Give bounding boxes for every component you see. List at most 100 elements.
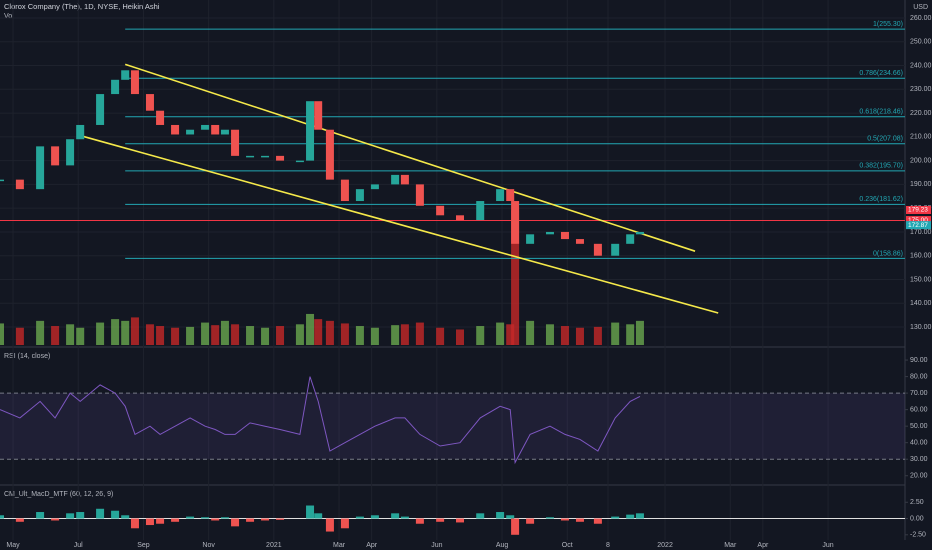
candle <box>121 70 130 80</box>
candle <box>246 155 255 158</box>
macd-bar <box>51 518 60 521</box>
price-marker <box>906 206 931 214</box>
rsi-tick-label: 40.00 <box>910 440 928 447</box>
macd-bar <box>455 518 464 523</box>
candle <box>391 174 400 185</box>
macd-bar <box>626 514 635 519</box>
macd-tick-label: 0.00 <box>910 515 924 522</box>
candle <box>15 179 24 190</box>
candle <box>171 124 180 135</box>
x-tick-label: Mar <box>724 542 737 549</box>
rsi-line <box>0 376 641 465</box>
x-tick-label: May <box>6 542 20 549</box>
volume-bar <box>171 327 180 345</box>
macd-bar <box>15 518 24 522</box>
volume-bar <box>314 319 323 345</box>
macd-bar <box>201 517 210 519</box>
macd-bar <box>220 517 229 519</box>
volume-bar <box>211 325 220 345</box>
macd-bar <box>314 513 323 519</box>
volume-bar <box>36 320 45 345</box>
volume-bar <box>325 320 334 345</box>
y-tick-label: 220.00 <box>910 110 932 117</box>
macd-bar <box>66 513 75 519</box>
candle <box>476 201 485 221</box>
candle <box>575 239 584 244</box>
rsi-band <box>0 393 905 460</box>
volume-label: Vol <box>4 13 14 20</box>
candle <box>36 146 45 190</box>
macd-bar <box>76 512 85 519</box>
macd-bar <box>96 508 105 519</box>
volume-bar <box>593 326 602 345</box>
candle <box>306 101 315 161</box>
rsi-tick-label: 60.00 <box>910 406 928 413</box>
volume-bar <box>635 320 644 345</box>
macd-bar <box>186 516 195 519</box>
volume-bar <box>526 320 535 345</box>
macd-bar <box>130 518 139 529</box>
x-tick-label: Aug <box>496 542 509 549</box>
candle <box>261 155 270 158</box>
volume-bar <box>246 326 255 345</box>
price-marker <box>906 216 931 225</box>
x-tick-label: Nov <box>202 542 215 549</box>
price-marker <box>906 221 931 230</box>
macd-bar <box>306 505 315 519</box>
trendline <box>124 63 696 252</box>
macd-bar <box>506 515 515 519</box>
volume-bar <box>496 322 505 345</box>
volume-bar <box>111 319 120 345</box>
volume-bar <box>506 324 515 345</box>
macd-bar <box>370 515 379 519</box>
fib-label: 1(255.30) <box>873 21 903 28</box>
y-tick-label: 250.00 <box>910 39 932 46</box>
volume-bar <box>0 323 4 345</box>
candle <box>496 189 505 202</box>
macd-bar <box>0 515 4 519</box>
rsi-tick-label: 50.00 <box>910 423 928 430</box>
candle <box>130 70 139 95</box>
x-tick-label: 2022 <box>657 542 673 549</box>
rsi-tick-label: 90.00 <box>910 357 928 364</box>
volume-bar <box>626 324 635 345</box>
candle <box>325 129 334 180</box>
candle <box>76 124 85 140</box>
volume-bar <box>15 327 24 345</box>
price-marker-label: 179.23 <box>908 207 928 214</box>
macd-bar <box>325 518 334 532</box>
x-tick-label: Apr <box>366 542 378 549</box>
price-marker-label: 172.87 <box>908 222 928 229</box>
volume-bar <box>276 326 285 345</box>
macd-tick-label: -2.50 <box>910 532 926 539</box>
rsi-tick-label: 30.00 <box>910 456 928 463</box>
rsi-tick-label: 20.00 <box>910 473 928 480</box>
x-tick-label: Jun <box>822 542 833 549</box>
candle <box>370 184 379 190</box>
y-tick-label: 140.00 <box>910 300 932 307</box>
macd-bar <box>246 518 255 522</box>
candle <box>611 243 620 256</box>
macd-bar <box>261 518 270 521</box>
volume-bar <box>436 327 445 345</box>
fib-label: 0.786(234.66) <box>859 70 903 77</box>
macd-bar <box>231 518 240 527</box>
price-marker-label: 175.00 <box>908 217 928 224</box>
candle <box>455 215 464 221</box>
candle <box>186 129 195 135</box>
volume-bar <box>96 322 105 345</box>
macd-bar <box>145 518 154 526</box>
candle <box>560 231 569 240</box>
volume-bar <box>415 322 424 345</box>
x-tick-label: Jun <box>431 542 442 549</box>
volume-bar <box>560 326 569 345</box>
macd-bar <box>156 518 165 524</box>
macd-bar <box>575 518 584 522</box>
candle <box>51 146 60 166</box>
rsi-tick-label: 80.00 <box>910 373 928 380</box>
macd-bar <box>276 518 285 520</box>
candle <box>211 124 220 135</box>
x-tick-label: Jul <box>74 542 83 549</box>
